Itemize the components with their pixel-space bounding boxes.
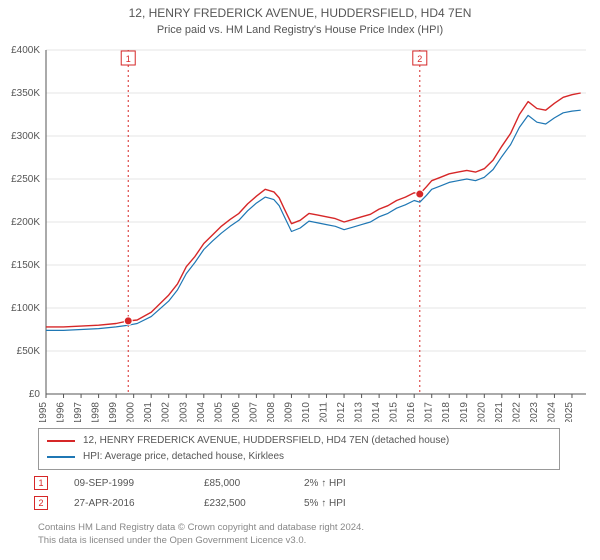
- y-tick-label: £0: [29, 389, 41, 400]
- x-tick-label: 2019: [459, 402, 470, 422]
- x-tick-label: 2004: [196, 402, 207, 422]
- y-tick-label: £350K: [11, 88, 40, 99]
- legend-label: HPI: Average price, detached house, Kirk…: [83, 449, 284, 465]
- footer-attribution: Contains HM Land Registry data © Crown c…: [38, 522, 568, 548]
- y-tick-label: £200K: [11, 217, 40, 228]
- chart-subtitle: Price paid vs. HM Land Registry's House …: [0, 22, 600, 36]
- x-tick-label: 2025: [564, 402, 575, 422]
- x-tick-label: 2002: [161, 402, 172, 422]
- chart-title: 12, HENRY FREDERICK AVENUE, HUDDERSFIELD…: [0, 0, 600, 22]
- x-tick-label: 2008: [266, 402, 277, 422]
- event-row-badge: 2: [34, 496, 48, 510]
- x-tick-label: 2023: [529, 402, 540, 422]
- y-tick-label: £50K: [17, 346, 41, 357]
- event-marker: [124, 317, 132, 325]
- legend-swatch: [47, 456, 75, 458]
- legend-box: 12, HENRY FREDERICK AVENUE, HUDDERSFIELD…: [38, 428, 560, 470]
- x-tick-label: 2015: [389, 402, 400, 422]
- x-tick-label: 2017: [424, 402, 435, 422]
- x-tick-label: 2018: [441, 402, 452, 422]
- x-tick-label: 1996: [56, 402, 67, 422]
- event-marker: [416, 190, 424, 198]
- events-table: 1 09-SEP-1999£85,0002% ↑ HPI 2 27-APR-2016£…: [34, 470, 564, 510]
- x-tick-label: 1999: [108, 402, 119, 422]
- event-row-date: 09-SEP-1999: [74, 478, 204, 489]
- x-tick-label: 1997: [73, 402, 84, 422]
- event-row-diff: 5% ↑ HPI: [304, 498, 346, 509]
- x-tick-label: 2011: [319, 402, 330, 422]
- event-row-price: £85,000: [204, 478, 304, 489]
- event-row-date: 27-APR-2016: [74, 498, 204, 509]
- x-tick-label: 2005: [213, 402, 224, 422]
- legend-item: 12, HENRY FREDERICK AVENUE, HUDDERSFIELD…: [47, 433, 551, 449]
- x-tick-label: 2022: [511, 402, 522, 422]
- x-tick-label: 2024: [546, 402, 557, 422]
- y-tick-label: £100K: [11, 303, 40, 314]
- x-tick-label: 2010: [301, 402, 312, 422]
- x-tick-label: 2000: [126, 402, 137, 422]
- event-badge-number: 2: [417, 54, 422, 64]
- x-tick-label: 2003: [178, 402, 189, 422]
- x-tick-label: 2013: [354, 402, 365, 422]
- event-row-diff: 2% ↑ HPI: [304, 478, 346, 489]
- x-tick-label: 2001: [143, 402, 154, 422]
- y-tick-label: £250K: [11, 174, 40, 185]
- y-tick-label: £150K: [11, 260, 40, 271]
- x-tick-label: 2009: [283, 402, 294, 422]
- event-badge-number: 1: [126, 54, 131, 64]
- legend-swatch: [47, 440, 75, 442]
- x-tick-label: 2021: [494, 402, 505, 422]
- chart-svg: £0 £50K £100K £150K £200K £250K £300K £350K £400…: [0, 42, 600, 422]
- x-tick-label: 2006: [231, 402, 242, 422]
- x-tick-label: 2007: [248, 402, 259, 422]
- event-row-badge: 1: [34, 476, 48, 490]
- x-tick-label: 1995: [38, 402, 49, 422]
- legend-item: HPI: Average price, detached house, Kirk…: [47, 449, 551, 465]
- legend-label: 12, HENRY FREDERICK AVENUE, HUDDERSFIELD…: [83, 433, 449, 449]
- chart-area: £0 £50K £100K £150K £200K £250K £300K £350K £400…: [0, 42, 600, 422]
- event-row: 1 09-SEP-1999£85,0002% ↑ HPI: [34, 476, 564, 490]
- y-tick-label: £400K: [11, 45, 40, 56]
- footer-line-2: This data is licensed under the Open Gov…: [38, 535, 568, 548]
- x-tick-label: 2016: [406, 402, 417, 422]
- event-row-price: £232,500: [204, 498, 304, 509]
- y-tick-label: £300K: [11, 131, 40, 142]
- x-tick-label: 2014: [371, 402, 382, 422]
- event-row: 2 27-APR-2016£232,5005% ↑ HPI: [34, 496, 564, 510]
- x-tick-label: 2020: [476, 402, 487, 422]
- x-tick-label: 2012: [336, 402, 347, 422]
- x-tick-label: 1998: [91, 402, 102, 422]
- footer-line-1: Contains HM Land Registry data © Crown c…: [38, 522, 568, 535]
